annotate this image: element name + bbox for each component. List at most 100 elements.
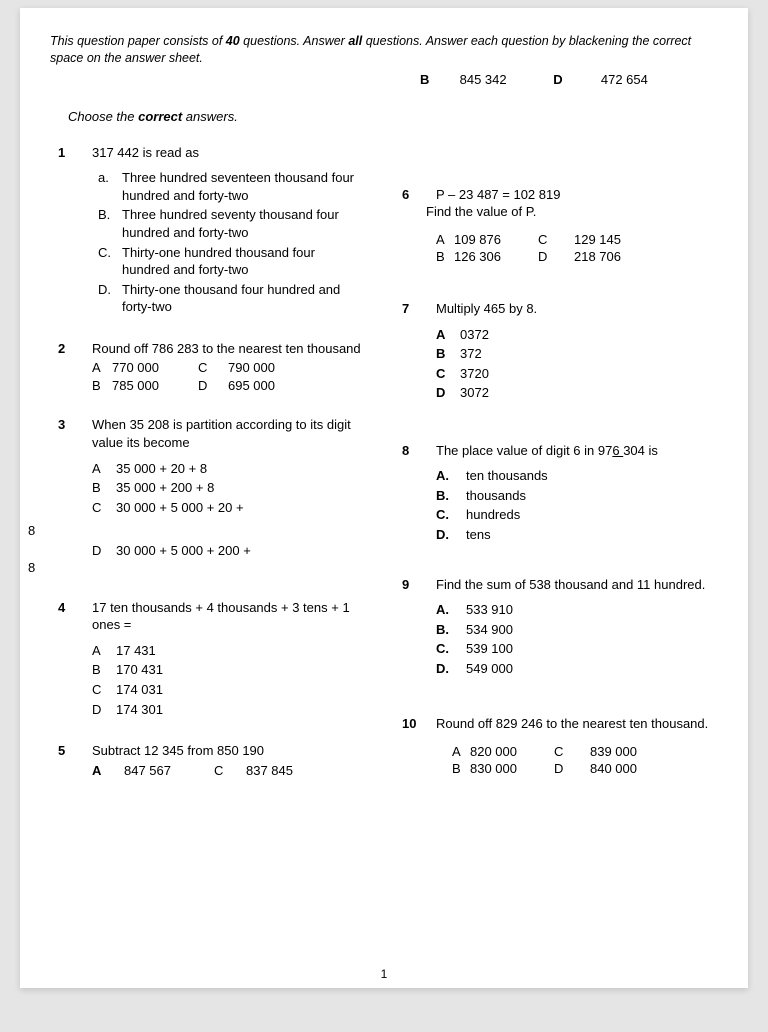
q4-num: 4	[50, 599, 92, 720]
question-7: 7 Multiply 465 by 8. A0372 B372 C3720 D3…	[394, 300, 718, 404]
q8-B: B.	[436, 487, 466, 505]
q2-row2: B785 000 D695 000	[92, 377, 366, 395]
q10-Bv: 830 000	[470, 760, 554, 778]
q3-trail-8b: 8	[28, 559, 366, 577]
q3-Dv: 30 000 + 5 000 + 200 +	[116, 542, 251, 560]
q5-C: C	[214, 762, 234, 780]
q5-num: 5	[50, 742, 92, 779]
q9-Av: 533 910	[466, 601, 513, 619]
choose-bold: correct	[138, 109, 182, 124]
q8-D: D.	[436, 526, 466, 544]
choose-post: answers.	[182, 109, 238, 124]
q3-opt-a: A35 000 + 20 + 8	[92, 460, 366, 478]
q7-text: Multiply 465 by 8.	[436, 300, 718, 318]
instr-t2: questions. Answer	[240, 34, 349, 48]
spacer3	[394, 426, 718, 442]
q8-opt-c: C.hundreds	[436, 506, 718, 524]
q2-text: Round off 786 283 to the nearest ten tho…	[92, 340, 366, 358]
q9-text: Find the sum of 538 thousand and 11 hund…	[436, 576, 718, 594]
q6-options: A109 876 C129 145 B126 306 D218 706	[436, 231, 718, 266]
q6-A: A	[436, 231, 454, 249]
q9-Dv: 549 000	[466, 660, 513, 678]
q2-Bv: 785 000	[112, 377, 198, 395]
q2-Cv: 790 000	[218, 359, 306, 377]
q1-c: Thirty-one hundred thousand four hundred…	[122, 244, 366, 279]
q3-options: A35 000 + 20 + 8 B35 000 + 200 + 8 C30 0…	[92, 460, 366, 517]
q9-opt-a: A.533 910	[436, 601, 718, 619]
q8-pre: The place value of digit 6 in 97	[436, 443, 612, 458]
q1-opt-d: D.Thirty-one thousand four hundred and f…	[98, 281, 366, 316]
q1-a: Three hundred seventeen thousand four hu…	[122, 169, 366, 204]
q3-Av: 35 000 + 20 + 8	[116, 460, 207, 478]
question-9: 9 Find the sum of 538 thousand and 11 hu…	[394, 576, 718, 680]
q5-options: A847 567 C837 845	[92, 762, 366, 780]
page: This question paper consists of 40 quest…	[20, 8, 748, 988]
q8-opt-a: A.ten thousands	[436, 467, 718, 485]
q7-Dv: 3072	[460, 384, 489, 402]
question-8: 8 The place value of digit 6 in 976 304 …	[394, 442, 718, 546]
q7-B: B	[436, 345, 460, 363]
q10-row1: A820 000 C839 000	[452, 743, 718, 761]
q8-Bv: thousands	[466, 487, 526, 505]
q8-post: 304 is	[623, 443, 658, 458]
q3-opt-b: B35 000 + 200 + 8	[92, 479, 366, 497]
q7-C: C	[436, 365, 460, 383]
q3-C: C	[92, 499, 116, 517]
q2-options: A770 000 C790 000 B785 000 D695 000	[92, 359, 366, 394]
q8-opt-d: D.tens	[436, 526, 718, 544]
question-3: 3 When 35 208 is partition according to …	[50, 416, 366, 518]
q4-Cv: 174 031	[116, 681, 163, 699]
q9-opt-b: B.534 900	[436, 621, 718, 639]
q7-A: A	[436, 326, 460, 344]
q8-C: C.	[436, 506, 466, 524]
q8-text: The place value of digit 6 in 976 304 is	[436, 442, 718, 460]
q5-Av: 847 567	[114, 762, 214, 780]
q3-body: When 35 208 is partition according to it…	[92, 416, 366, 518]
q6-Bv: 126 306	[454, 248, 538, 266]
q10-Av: 820 000	[470, 743, 554, 761]
q5-body: Subtract 12 345 from 850 190 A847 567 C8…	[92, 742, 366, 779]
right-column: 6 P – 23 487 = 102 819 Find the value of…	[384, 144, 718, 800]
q2-Av: 770 000	[112, 359, 198, 377]
q8-A: A.	[436, 467, 466, 485]
q9-Bv: 534 900	[466, 621, 513, 639]
page-number: 1	[381, 966, 388, 982]
q7-opt-d: D3072	[436, 384, 718, 402]
q6-row1: A109 876 C129 145	[436, 231, 718, 249]
top-d-label: D	[553, 71, 575, 89]
q10-num: 10	[394, 715, 436, 778]
q2-Dv: 695 000	[218, 377, 306, 395]
q3-num: 3	[50, 416, 92, 518]
q10-Cv: 839 000	[574, 743, 637, 761]
q10-body: Round off 829 246 to the nearest ten tho…	[436, 715, 718, 778]
choose-line: Choose the correct answers.	[68, 108, 718, 126]
top-b-value: 845 342	[446, 71, 550, 89]
q7-opt-c: C3720	[436, 365, 718, 383]
q9-body: Find the sum of 538 thousand and 11 hund…	[436, 576, 718, 680]
q6-Dv: 218 706	[558, 248, 621, 266]
q7-num: 7	[394, 300, 436, 404]
q9-opt-c: C.539 100	[436, 640, 718, 658]
q10-Dv: 840 000	[574, 760, 637, 778]
question-6: 6 P – 23 487 = 102 819 Find the value of…	[394, 186, 718, 266]
q1-b-let: B.	[98, 206, 122, 241]
columns: 1 317 442 is read as a.Three hundred sev…	[50, 144, 718, 800]
top-answer-row: B 845 342 D 472 654	[50, 71, 718, 89]
q5-Cv: 837 845	[234, 762, 293, 780]
q4-body: 17 ten thousands + 4 thousands + 3 tens …	[92, 599, 366, 720]
spacer	[394, 144, 718, 186]
q4-opt-b: B170 431	[92, 661, 366, 679]
q6-Av: 109 876	[454, 231, 538, 249]
q6-text1: P – 23 487 = 102 819	[436, 186, 718, 204]
spacer2	[394, 288, 718, 300]
q8-Cv: hundreds	[466, 506, 520, 524]
q8-Av: ten thousands	[466, 467, 548, 485]
q4-Bv: 170 431	[116, 661, 163, 679]
q9-D: D.	[436, 660, 466, 678]
q7-Bv: 372	[460, 345, 482, 363]
q2-B: B	[92, 377, 112, 395]
q6-body: P – 23 487 = 102 819 Find the value of P…	[436, 186, 718, 266]
q9-B: B.	[436, 621, 466, 639]
q4-Dv: 174 301	[116, 701, 163, 719]
spacer5	[394, 701, 718, 715]
